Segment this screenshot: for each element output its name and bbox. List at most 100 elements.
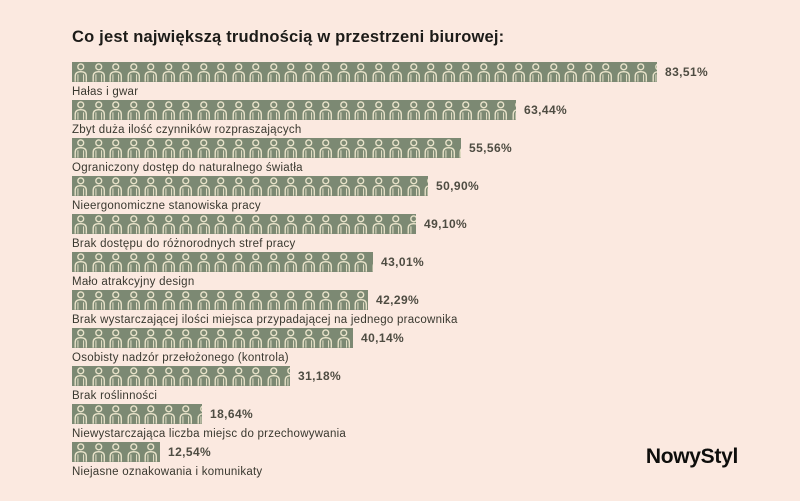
person-icon: [144, 101, 157, 120]
bar-line: 63,44%: [72, 100, 772, 120]
person-icon: [267, 329, 280, 348]
person-icon: [389, 177, 402, 196]
person-icon: [214, 367, 227, 386]
person-icon: [127, 139, 140, 158]
person-icon: [372, 263, 373, 272]
person-icon: [564, 63, 577, 82]
person-icon: [512, 102, 516, 120]
bar-value-label: 18,64%: [210, 407, 254, 421]
person-icon: [232, 63, 245, 82]
person-icon: [352, 328, 353, 348]
bar-line: 31,18%: [72, 366, 772, 386]
chart-row: 12,54% Niejasne oznakowania i komunikaty: [72, 442, 772, 480]
person-icon: [337, 291, 350, 310]
person-icon: [249, 101, 262, 120]
person-icon: [214, 329, 227, 348]
person-icon: [109, 177, 122, 196]
person-icon: [389, 63, 402, 82]
person-icon: [162, 405, 175, 424]
person-icon: [144, 253, 157, 272]
person-icon: [197, 253, 210, 272]
person-icon: [284, 253, 297, 272]
person-icon: [232, 101, 245, 120]
person-icon: [477, 101, 490, 120]
person-icon: [267, 63, 280, 82]
person-icon: [214, 291, 227, 310]
person-icon: [127, 253, 140, 272]
person-icon: [214, 177, 227, 196]
person-icon: [162, 139, 175, 158]
person-icon: [127, 367, 140, 386]
bar-value-label: 49,10%: [424, 217, 468, 231]
person-icon: [284, 367, 290, 386]
person-icon: [442, 63, 455, 82]
person-icon: [197, 177, 210, 196]
person-icon: [127, 405, 140, 424]
person-icon: [547, 63, 560, 82]
person-icon: [582, 63, 595, 82]
person-icon: [92, 443, 105, 462]
person-icon: [302, 291, 315, 310]
person-icon: [144, 405, 157, 424]
person-icon: [109, 139, 122, 158]
person-icon: [284, 291, 297, 310]
bar-line: 42,29%: [72, 290, 772, 310]
bar-category-label: Brak wystarczającej ilości miejsca przyp…: [72, 314, 458, 326]
person-icon: [302, 101, 315, 120]
person-icon: [74, 215, 87, 234]
person-icon: [74, 405, 87, 424]
person-icon: [109, 367, 122, 386]
person-icon: [407, 101, 420, 120]
person-icon: [424, 178, 428, 196]
person-icon: [354, 177, 367, 196]
bar-category-label: Brak dostępu do różnorodnych stref pracy: [72, 238, 296, 250]
person-icon: [179, 291, 192, 310]
person-icon: [459, 63, 472, 82]
person-icon: [214, 253, 227, 272]
person-icon: [372, 177, 385, 196]
person-icon: [179, 329, 192, 348]
bar-value-label: 83,51%: [665, 65, 709, 79]
person-icon: [442, 101, 455, 120]
bar: [72, 366, 290, 386]
person-icon: [74, 101, 87, 120]
person-icon: [319, 291, 332, 310]
bar: [72, 290, 368, 310]
person-icon: [652, 63, 657, 82]
person-icon: [249, 367, 262, 386]
person-icon: [267, 101, 280, 120]
person-icon: [74, 253, 87, 272]
person-icon: [160, 442, 161, 462]
person-icon: [302, 63, 315, 82]
person-icon: [109, 101, 122, 120]
bar-category-label: Niejasne oznakowania i komunikaty: [72, 466, 263, 478]
bar: [72, 176, 428, 196]
person-icon: [354, 139, 367, 158]
bar-value-label: 12,54%: [168, 445, 212, 459]
person-icon: [162, 291, 175, 310]
person-icon: [424, 139, 437, 158]
bar-category-label: Osobisty nadzór przełożonego (kontrola): [72, 352, 289, 364]
bar: [72, 62, 657, 82]
bar: [72, 442, 160, 462]
bar-line: 18,64%: [72, 404, 772, 424]
person-icon: [162, 63, 175, 82]
person-icon: [424, 63, 437, 82]
person-icon: [389, 101, 402, 120]
person-icon: [372, 215, 385, 234]
person-icon: [634, 63, 647, 82]
person-icon: [424, 101, 437, 120]
person-icon: [144, 177, 157, 196]
person-icon: [319, 215, 332, 234]
bar-value-label: 55,56%: [469, 141, 513, 155]
person-icon: [319, 63, 332, 82]
person-icon: [92, 139, 105, 158]
bar-value-label: 42,29%: [376, 293, 420, 307]
person-icon: [92, 215, 105, 234]
chart-row: 42,29% Brak wystarczającej ilości miejsca…: [72, 290, 772, 328]
person-icon: [337, 101, 350, 120]
person-icon: [214, 139, 227, 158]
person-icon: [179, 253, 192, 272]
person-icon: [302, 177, 315, 196]
